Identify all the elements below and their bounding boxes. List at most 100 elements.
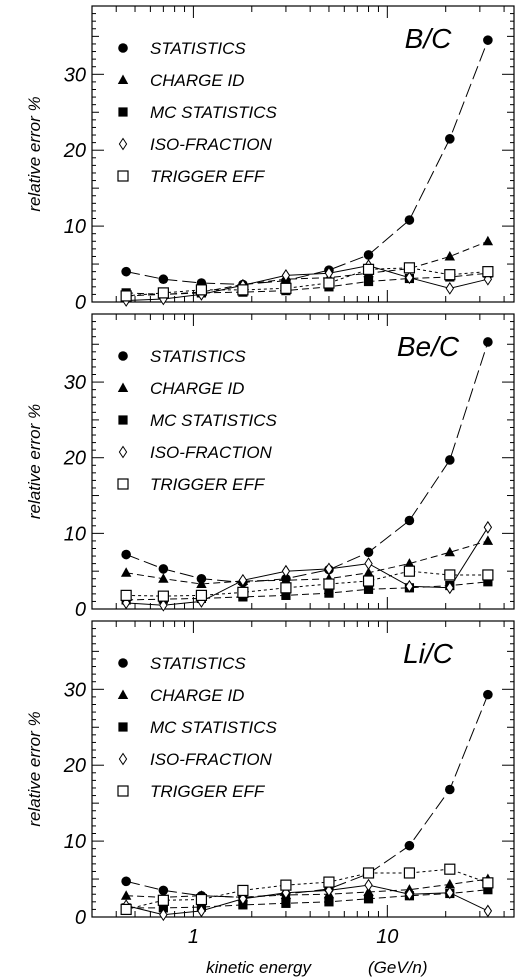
legend-label: STATISTICS <box>150 347 246 366</box>
data-point <box>404 840 415 851</box>
data-point <box>120 890 132 900</box>
data-point <box>444 863 456 875</box>
data-point <box>195 893 208 906</box>
data-point <box>281 269 291 282</box>
data-point <box>363 894 374 904</box>
data-point <box>404 515 415 526</box>
data-point <box>120 567 132 577</box>
data-point <box>196 578 207 589</box>
data-point <box>482 235 494 246</box>
legend-marker <box>118 722 128 732</box>
legend-marker <box>117 170 129 182</box>
y-tick-label: 20 <box>63 140 86 162</box>
data-point <box>363 250 374 260</box>
y-axis-label: relative error % <box>25 404 44 519</box>
legend: STATISTICS CHARGE ID MC STATISTICS ISO-FRAC… <box>117 654 278 801</box>
data-point <box>238 573 248 587</box>
plot-frame <box>91 313 515 610</box>
data-point <box>445 134 455 144</box>
data-point <box>281 590 291 600</box>
series-line <box>126 889 488 909</box>
series-line <box>126 240 489 297</box>
series-filled-square <box>121 885 493 913</box>
data-point <box>483 689 493 700</box>
legend-label: CHARGE ID <box>150 71 244 90</box>
y-tick-label: 10 <box>64 831 86 853</box>
legend-marker <box>117 689 129 699</box>
data-point <box>483 35 493 45</box>
legend-label: CHARGE ID <box>150 379 244 398</box>
series-filled-circle <box>121 337 493 588</box>
legend-marker <box>117 382 129 392</box>
y-tick-label: 0 <box>75 599 86 621</box>
data-point <box>324 562 334 576</box>
x-axis-ticks <box>91 314 505 609</box>
plot-frame <box>91 620 515 918</box>
data-point <box>324 588 334 598</box>
y-axis-ticks: 0 10 20 30 <box>63 313 514 621</box>
data-point <box>237 284 249 296</box>
legend-marker <box>117 478 129 490</box>
series-filled-triangle <box>120 873 494 902</box>
data-point <box>482 877 494 889</box>
y-tick-label: 0 <box>75 292 86 314</box>
data-point <box>323 876 335 888</box>
chart-title: Li/C <box>403 638 454 669</box>
data-point <box>323 578 335 590</box>
legend-label: ISO-FRACTION <box>150 750 273 769</box>
y-axis-ticks: 0 10 20 30 <box>63 620 514 929</box>
legend-marker <box>118 351 128 361</box>
y-tick-label: 0 <box>75 907 86 929</box>
data-point <box>403 867 416 879</box>
legend-label: TRIGGER EFF <box>150 167 266 186</box>
legend-marker <box>118 43 128 53</box>
data-point <box>121 266 131 277</box>
chart-title: B/C <box>405 23 452 54</box>
data-point <box>121 549 131 560</box>
data-point <box>197 904 206 918</box>
data-point <box>445 581 455 595</box>
data-point <box>121 876 131 887</box>
legend-label: ISO-FRACTION <box>150 443 273 462</box>
data-point <box>120 290 132 302</box>
data-point <box>280 282 292 294</box>
legend-label: TRIGGER EFF <box>150 475 266 494</box>
series-line <box>126 272 488 295</box>
y-axis-ticks: 0 10 20 30 <box>63 5 514 314</box>
y-tick-label: 10 <box>64 216 86 238</box>
series-open-square <box>120 262 494 302</box>
legend-marker <box>117 74 129 84</box>
y-tick-label: 30 <box>64 679 86 701</box>
data-point <box>237 884 249 897</box>
data-point <box>445 784 455 795</box>
x-tick-label: 1 <box>188 926 199 948</box>
data-point <box>445 455 455 465</box>
y-axis-label: relative error % <box>25 96 44 211</box>
y-tick-label: 30 <box>64 64 86 86</box>
series-filled-triangle <box>120 235 494 300</box>
data-point <box>405 271 414 285</box>
legend-marker <box>118 752 128 766</box>
series-line <box>126 265 489 301</box>
data-point <box>363 547 374 558</box>
data-point <box>280 879 292 891</box>
data-point <box>158 903 168 913</box>
data-point <box>159 908 168 922</box>
data-point <box>158 564 169 574</box>
data-point <box>405 579 414 593</box>
data-point <box>483 885 493 895</box>
legend-marker <box>118 107 128 117</box>
series-open-square <box>120 565 494 602</box>
chart-panel-1: 0 10 20 30 relative error % B/C STATISTICS CHAR… <box>25 5 515 314</box>
data-point <box>483 577 493 587</box>
data-point <box>195 589 208 601</box>
series-line <box>125 341 489 584</box>
series-line <box>126 570 488 597</box>
data-point <box>364 878 373 892</box>
data-point <box>363 584 374 594</box>
data-point <box>404 558 415 568</box>
data-point <box>157 590 169 602</box>
legend-marker <box>117 785 129 797</box>
legend-marker <box>118 415 128 425</box>
